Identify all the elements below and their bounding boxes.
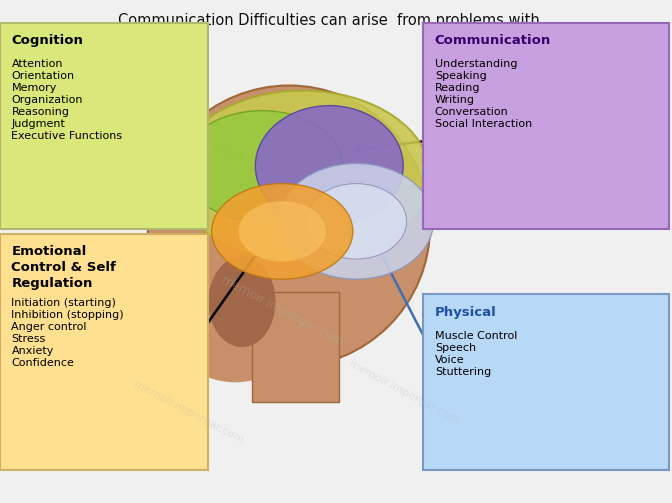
Ellipse shape	[212, 184, 353, 279]
Ellipse shape	[255, 106, 403, 226]
Text: Reasoning: Reasoning	[11, 107, 69, 117]
Text: Inhibition (stopping): Inhibition (stopping)	[11, 310, 124, 320]
FancyBboxPatch shape	[0, 23, 208, 229]
Text: Cognition: Cognition	[11, 34, 83, 47]
Text: Executive Functions: Executive Functions	[11, 131, 122, 141]
Text: Stuttering: Stuttering	[435, 367, 491, 377]
Circle shape	[279, 163, 433, 279]
Text: Understanding: Understanding	[435, 59, 517, 69]
Text: Speech: Speech	[435, 343, 476, 353]
FancyBboxPatch shape	[423, 23, 669, 229]
Ellipse shape	[239, 201, 326, 262]
Text: memoir.impergar.com: memoir.impergar.com	[132, 379, 245, 446]
Circle shape	[306, 184, 407, 259]
Text: Voice: Voice	[435, 355, 464, 365]
Text: Anxiety: Anxiety	[11, 346, 54, 356]
Text: Memory: Memory	[11, 83, 57, 93]
Text: Stress: Stress	[11, 334, 46, 344]
Text: Emotional
Control & Self
Regulation: Emotional Control & Self Regulation	[11, 245, 116, 290]
Text: Judgment: Judgment	[11, 119, 65, 129]
Text: Orientation: Orientation	[11, 71, 75, 81]
Text: Anger control: Anger control	[11, 322, 87, 332]
FancyBboxPatch shape	[0, 234, 208, 470]
Text: Social Interaction: Social Interaction	[435, 119, 532, 129]
Text: Speaking: Speaking	[435, 71, 487, 81]
Ellipse shape	[208, 257, 276, 347]
FancyBboxPatch shape	[423, 294, 669, 470]
Text: Physical: Physical	[435, 306, 497, 319]
Ellipse shape	[175, 91, 430, 262]
Text: Muscle Control: Muscle Control	[435, 330, 517, 341]
Text: Confidence: Confidence	[11, 358, 75, 368]
Text: Organization: Organization	[11, 95, 83, 105]
Text: Reading: Reading	[435, 83, 480, 93]
Text: Communication: Communication	[435, 34, 551, 47]
Ellipse shape	[148, 86, 430, 367]
Ellipse shape	[181, 111, 343, 221]
Text: Attention: Attention	[11, 59, 63, 69]
Text: Communication Difficulties can arise  from problems with…: Communication Difficulties can arise fro…	[118, 13, 554, 28]
Text: Initiation (starting): Initiation (starting)	[11, 298, 116, 308]
Text: memoir.impergar.com: memoir.impergar.com	[218, 274, 346, 350]
Bar	[252, 292, 339, 402]
Text: memoir.impergar.com: memoir.impergar.com	[347, 359, 460, 426]
Text: Conversation: Conversation	[435, 107, 509, 117]
Text: Writing: Writing	[435, 95, 475, 105]
Ellipse shape	[161, 241, 309, 382]
